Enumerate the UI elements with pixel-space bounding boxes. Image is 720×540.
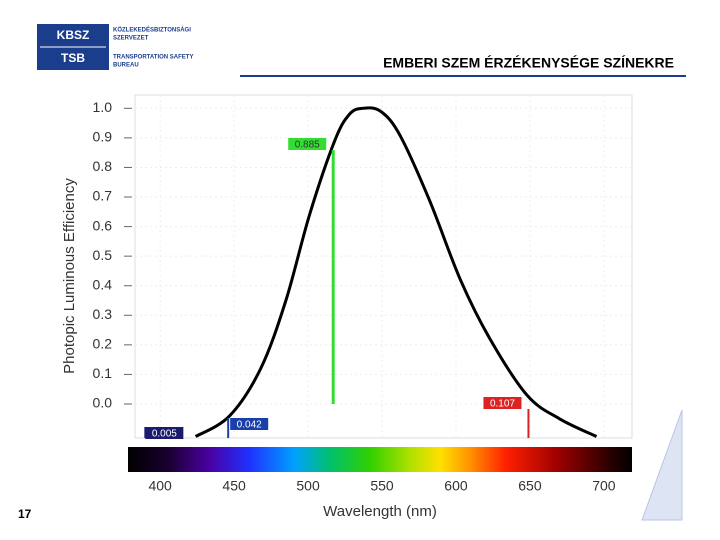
slide-title: EMBERI SZEM ÉRZÉKENYSÉGE SZÍNEKRE — [383, 55, 674, 71]
org-name: KÖZLEKEDÉSBIZTONSÁGI — [113, 26, 191, 34]
logo-text: TSB — [61, 51, 85, 65]
marker-label: 0.107 — [490, 399, 515, 410]
marker-label: 0.005 — [152, 429, 177, 440]
curve — [194, 106, 598, 438]
x-tick-label: 400 — [148, 478, 172, 494]
y-tick-label: 1.0 — [93, 99, 113, 115]
y-tick-label: 0.6 — [93, 217, 113, 233]
plot-area — [134, 94, 633, 439]
x-tick-label: 600 — [444, 478, 468, 494]
x-tick-label: 700 — [592, 478, 616, 494]
logo-text: KBSZ — [57, 28, 90, 42]
y-tick-label: 0.2 — [93, 336, 113, 352]
marker-label-box — [288, 138, 327, 150]
y-tick-label: 0.8 — [93, 158, 113, 174]
y-tick-label: 0.5 — [93, 247, 113, 263]
y-tick-label: 0.1 — [93, 365, 113, 381]
x-tick-label: 500 — [296, 478, 320, 494]
x-tick-label: 550 — [370, 478, 394, 494]
y-tick-label: 0.4 — [93, 276, 113, 292]
corner-decoration — [641, 409, 683, 521]
marker-label-box — [230, 418, 269, 430]
y-tick-label: 0.0 — [93, 395, 113, 411]
logo: KBSZ TSB KÖZLEKEDÉSBIZTONSÁGI SZERVEZET … — [37, 24, 193, 70]
marker-label: 0.042 — [237, 420, 262, 431]
marker-label-box — [483, 397, 522, 409]
org-name: SZERVEZET — [113, 36, 149, 42]
y-axis-label: Photopic Luminous Efficiency — [61, 178, 78, 374]
x-tick-label: 650 — [518, 478, 542, 494]
y-tick-label: 0.7 — [93, 188, 113, 204]
marker-label: 0.885 — [295, 140, 320, 151]
page-number: 17 — [18, 507, 32, 521]
org-name: BUREAU — [113, 63, 139, 69]
x-tick-label: 450 — [222, 478, 246, 494]
org-name: TRANSPORTATION SAFETY — [113, 55, 193, 61]
y-tick-label: 0.9 — [93, 129, 113, 145]
y-tick-label: 0.3 — [93, 306, 113, 322]
spectrum-bar — [128, 447, 632, 472]
marker-label-box — [145, 427, 184, 439]
x-axis-label: Wavelength (nm) — [323, 503, 437, 520]
